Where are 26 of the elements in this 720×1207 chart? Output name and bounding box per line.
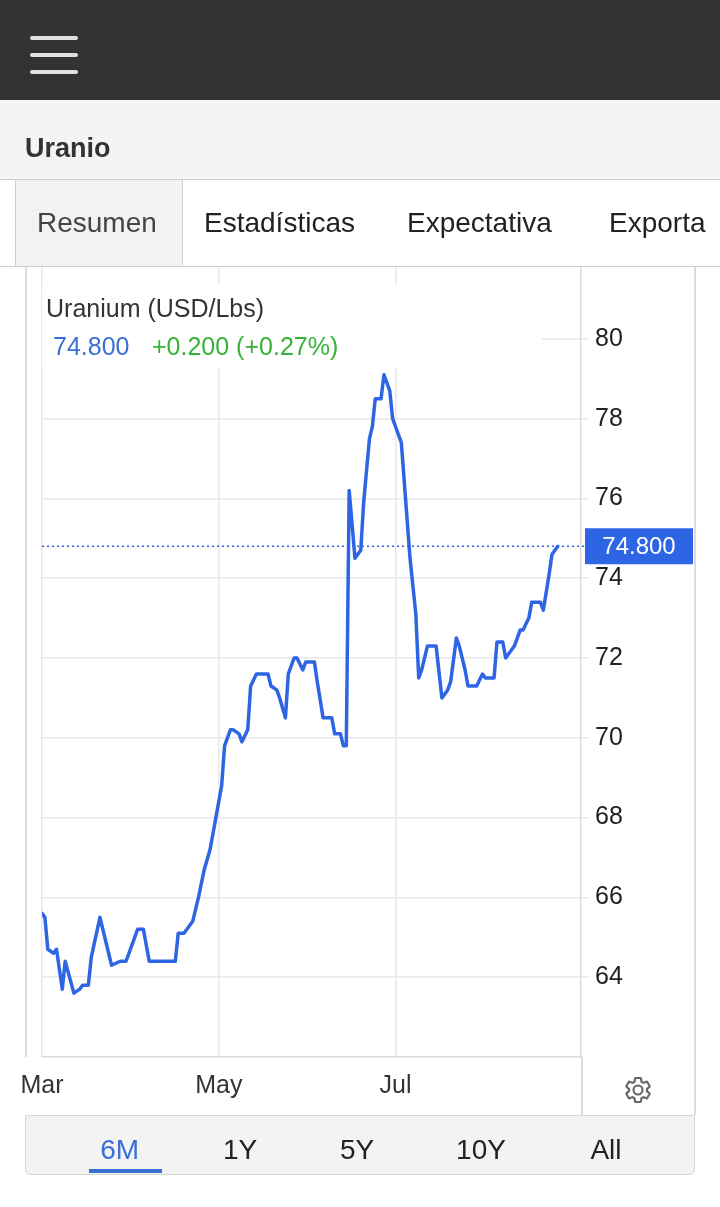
- y-tick-label: 66: [595, 881, 623, 910]
- text: 6M: [100, 1134, 140, 1166]
- annotation: 74.800: [53, 331, 130, 361]
- text: Exporta: [609, 207, 706, 239]
- y-tick-label: 78: [595, 402, 623, 431]
- text: Expectativa: [407, 207, 552, 239]
- text: Estadísticas: [204, 207, 355, 239]
- y-tick-label: 68: [595, 801, 623, 830]
- x-tick-label: Jul: [379, 1069, 412, 1098]
- chart-title: Uranio: [25, 132, 111, 164]
- text: All: [590, 1134, 622, 1166]
- text: 10Y: [456, 1134, 506, 1166]
- x-tick-label: May: [195, 1069, 243, 1098]
- x-tick-label: Mar: [20, 1069, 64, 1098]
- y-tick-label: 76: [595, 482, 623, 511]
- y-tick-label: 80: [595, 322, 623, 351]
- y-tick-label: 74: [595, 562, 623, 591]
- text: Uranium (USD/Lbs): [46, 293, 265, 323]
- ref-line-label: 74.800: [602, 531, 676, 559]
- text: Resumen: [37, 207, 157, 239]
- y-tick-label: 70: [595, 721, 623, 750]
- text: 5Y: [339, 1134, 375, 1166]
- annotation: +0.200 (+0.27%): [152, 331, 339, 361]
- y-tick-label: 72: [595, 641, 623, 670]
- y-tick-label: 64: [595, 961, 623, 990]
- text: 1Y: [222, 1134, 258, 1166]
